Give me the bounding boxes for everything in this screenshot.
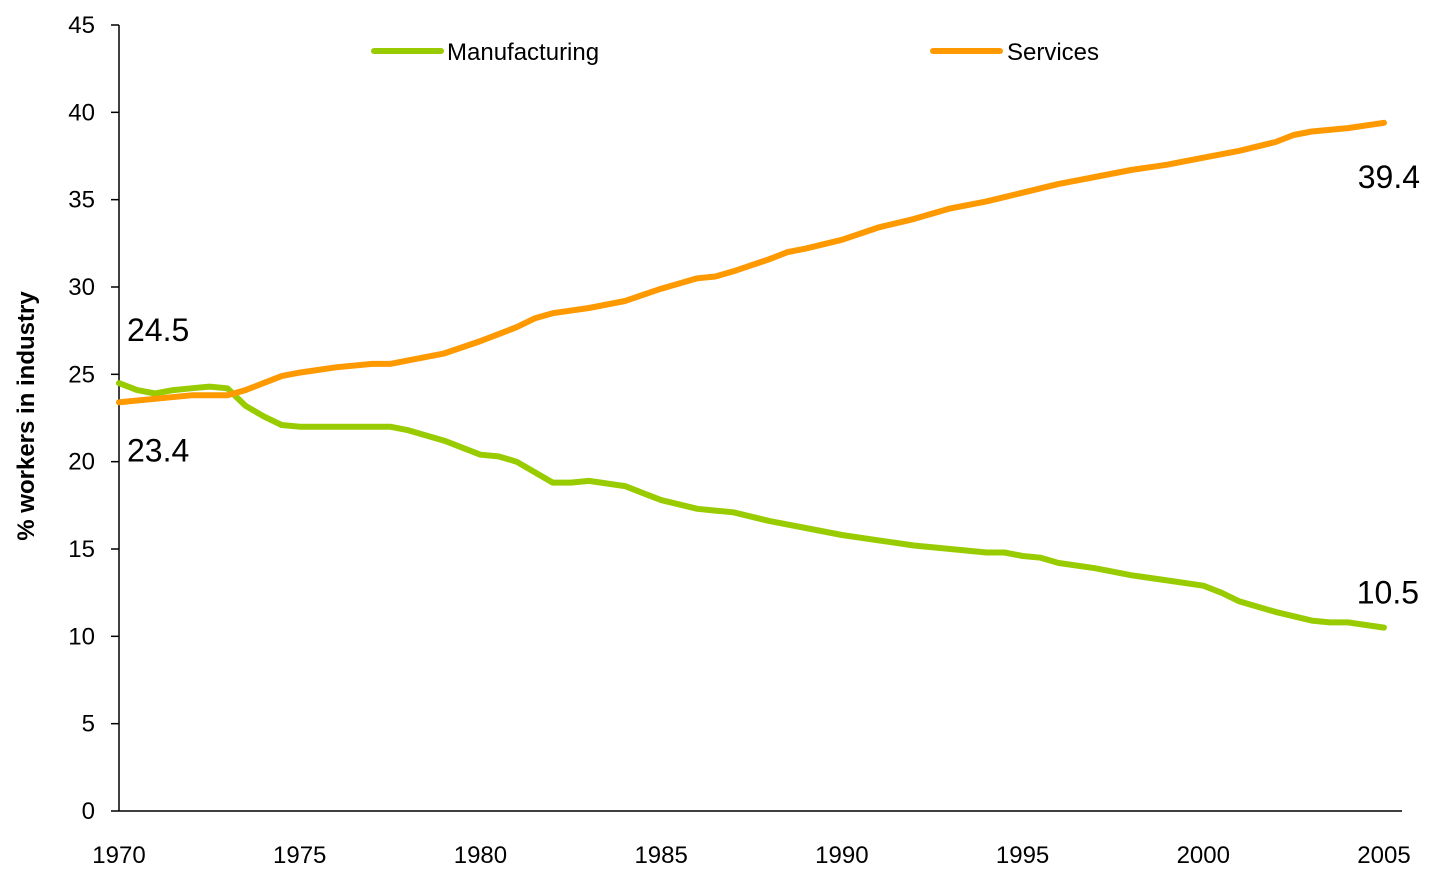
x-tick-label: 1985 <box>634 842 687 869</box>
x-tick-label: 1970 <box>92 842 145 869</box>
x-tick-label: 1995 <box>996 842 1049 869</box>
y-tick-label: 35 <box>68 187 95 214</box>
series-lines <box>116 119 1387 631</box>
data-labels: 24.5 23.4 39.4 10.5 <box>127 159 1420 611</box>
legend: Manufacturing Services <box>371 39 1099 66</box>
y-tick-label: 5 <box>82 711 95 738</box>
legend-label-manufacturing: Manufacturing <box>447 39 599 66</box>
series-line-manufacturing <box>116 380 1387 631</box>
y-axis-title: % workers in industry <box>13 291 40 541</box>
x-tick-label: 2000 <box>1177 842 1230 869</box>
axes <box>111 24 1402 812</box>
data-label-svc-start: 23.4 <box>127 432 189 468</box>
x-tick-label: 1980 <box>454 842 507 869</box>
x-tick-label: 1975 <box>273 842 326 869</box>
y-tick-label: 40 <box>68 99 95 126</box>
y-tick-label: 30 <box>68 274 95 301</box>
x-tick-label: 2005 <box>1357 842 1410 869</box>
tick-labels: 0 5 10 15 20 25 30 35 40 45 1970 1975 1980 1985 1990 19… <box>68 12 1410 869</box>
y-tick-label: 10 <box>68 623 95 650</box>
y-tick-label: 20 <box>68 449 95 476</box>
y-tick-label: 0 <box>82 798 95 825</box>
data-label-mfg-start: 24.5 <box>127 312 189 348</box>
data-label-svc-end: 39.4 <box>1358 159 1420 195</box>
series-line-services <box>116 119 1387 406</box>
data-label-mfg-end: 10.5 <box>1357 575 1419 611</box>
y-tick-label: 15 <box>68 536 95 563</box>
x-tick-label: 1990 <box>815 842 868 869</box>
y-tick-label: 45 <box>68 12 95 39</box>
legend-label-services: Services <box>1007 39 1099 66</box>
y-tick-label: 25 <box>68 361 95 388</box>
